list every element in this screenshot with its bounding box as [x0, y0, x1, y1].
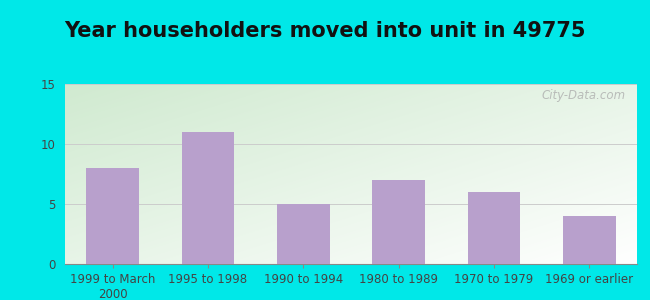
Bar [372, 180, 425, 264]
Bar [563, 216, 616, 264]
Bar [468, 192, 520, 264]
Bar [86, 168, 139, 264]
Text: City-Data.com: City-Data.com [541, 89, 625, 102]
Text: Year householders moved into unit in 49775: Year householders moved into unit in 497… [64, 21, 586, 41]
Bar [277, 204, 330, 264]
Bar [182, 132, 234, 264]
